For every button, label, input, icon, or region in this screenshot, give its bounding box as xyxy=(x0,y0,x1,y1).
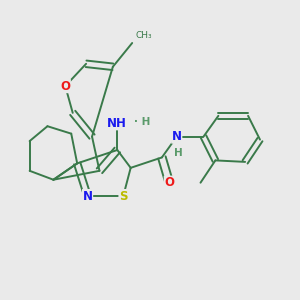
Text: NH: NH xyxy=(107,117,127,130)
Text: N: N xyxy=(172,130,182,143)
Text: CH₃: CH₃ xyxy=(135,31,152,40)
Text: O: O xyxy=(164,176,174,189)
Text: N: N xyxy=(82,190,93,202)
Text: · H: · H xyxy=(134,117,150,127)
Text: S: S xyxy=(119,190,128,202)
Text: H: H xyxy=(174,148,183,158)
Text: O: O xyxy=(60,80,70,93)
